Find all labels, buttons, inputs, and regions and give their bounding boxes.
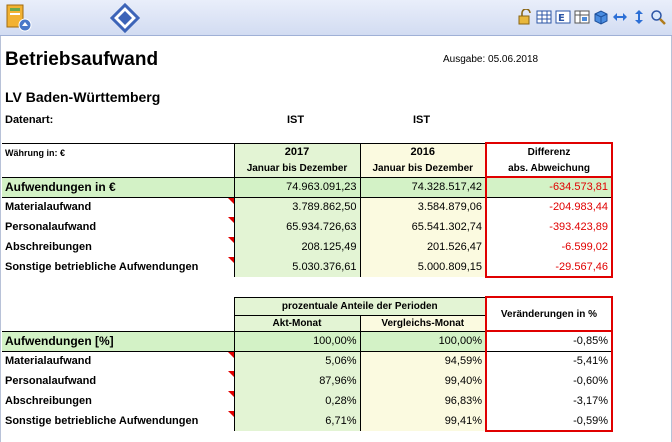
value-akt: 5,06% xyxy=(233,351,360,371)
value-change: -5,41% xyxy=(485,351,613,371)
toolbar: E xyxy=(0,0,672,36)
horizontal-arrows-icon[interactable] xyxy=(612,9,628,25)
row-label: Sonstige betriebliche Aufwendungen xyxy=(2,257,234,277)
value-change: -0,60% xyxy=(485,371,613,391)
row-label: Abschreibungen xyxy=(2,237,234,257)
value-diff: -29.567,46 xyxy=(485,257,613,278)
row-label: Personalaufwand xyxy=(2,371,234,391)
report-subtitle: LV Baden-Württemberg xyxy=(5,89,161,105)
col-akt: Akt-Monat xyxy=(233,314,360,332)
svg-text:E: E xyxy=(558,13,565,24)
value-2016: 3.584.879,06 xyxy=(359,197,486,217)
value-vergleich: 96,83% xyxy=(359,391,486,411)
col-vergleich: Vergleichs-Monat xyxy=(359,314,486,332)
value-2017: 3.789.862,50 xyxy=(233,197,360,217)
table-row: Abschreibungen 0,28% 96,83% -3,17% xyxy=(2,391,613,411)
nav-diamond-icon[interactable] xyxy=(110,3,140,33)
row-label: Aufwendungen [%] xyxy=(2,331,234,352)
value-2017: 5.030.376,61 xyxy=(233,257,360,277)
table-grid-icon[interactable] xyxy=(536,9,552,25)
col-diff-sub: abs. Abweichung xyxy=(485,161,613,178)
value-diff: -204.983,44 xyxy=(485,197,613,217)
col-2017-period: Januar bis Dezember xyxy=(233,161,360,177)
row-label: Aufwendungen in € xyxy=(2,176,234,198)
datenart-label: Datenart: xyxy=(5,114,54,126)
row-label: Materialaufwand xyxy=(2,197,234,217)
value-2017: 74.963.091,23 xyxy=(233,176,360,198)
group-header: prozentuale Anteile der Perioden xyxy=(233,296,487,315)
zoom-icon[interactable] xyxy=(650,9,666,25)
row-label: Abschreibungen xyxy=(2,391,234,411)
page-title: Betriebsaufwand xyxy=(5,49,159,70)
value-change: -0,59% xyxy=(485,411,613,432)
row-label: Materialaufwand xyxy=(2,351,234,371)
column-text-icon[interactable]: E xyxy=(555,9,571,25)
value-2016: 74.328.517,42 xyxy=(359,176,486,198)
row-label: Sonstige betriebliche Aufwendungen xyxy=(2,411,234,431)
row-label: Personalaufwand xyxy=(2,217,234,237)
table-row: Abschreibungen 208.125,49 201.526,47 -6.… xyxy=(2,237,613,257)
ist-2016-label: IST xyxy=(413,114,431,126)
value-2016: 5.000.809,15 xyxy=(359,257,486,277)
value-diff: -393.423,89 xyxy=(485,217,613,237)
app-document-icon[interactable] xyxy=(4,3,32,33)
value-vergleich: 100,00% xyxy=(359,331,486,352)
table-row-total: Aufwendungen in € 74.963.091,23 74.328.5… xyxy=(2,176,613,198)
value-akt: 6,71% xyxy=(233,411,360,431)
table-row: Sonstige betriebliche Aufwendungen 5.030… xyxy=(2,257,613,278)
col-change: Veränderungen in % xyxy=(485,296,613,331)
col-2016-period: Januar bis Dezember xyxy=(359,161,486,177)
value-vergleich: 99,40% xyxy=(359,371,486,391)
col-2016-year: 2016 xyxy=(359,142,486,161)
betriebsaufwand-table: Währung in: € 2017 2016 Differenz Januar… xyxy=(2,142,613,278)
table-row: Personalaufwand 65.934.726,63 65.541.302… xyxy=(2,217,613,237)
ausgabe-date: Ausgabe: 05.06.2018 xyxy=(443,54,539,65)
table-row: Materialaufwand 3.789.862,50 3.584.879,0… xyxy=(2,197,613,217)
cube-icon[interactable] xyxy=(593,9,609,25)
value-change: -3,17% xyxy=(485,391,613,411)
value-vergleich: 94,59% xyxy=(359,351,486,371)
value-akt: 87,96% xyxy=(233,371,360,391)
value-akt: 0,28% xyxy=(233,391,360,411)
value-2016: 65.541.302,74 xyxy=(359,217,486,237)
col-2017-year: 2017 xyxy=(233,142,360,161)
table-row-total: Aufwendungen [%] 100,00% 100,00% -0,85% xyxy=(2,330,613,352)
prozent-table: prozentuale Anteile der Perioden Verände… xyxy=(2,296,613,432)
value-change: -0,85% xyxy=(485,330,613,352)
ist-2017-label: IST xyxy=(287,114,305,126)
currency-label: Währung in: € xyxy=(2,142,234,177)
table-row: Materialaufwand 5,06% 94,59% -5,41% xyxy=(2,351,613,371)
col-diff-title: Differenz xyxy=(485,142,613,161)
value-diff: -6.599,02 xyxy=(485,237,613,257)
value-akt: 100,00% xyxy=(233,331,360,352)
value-vergleich: 99,41% xyxy=(359,411,486,431)
vertical-arrows-icon[interactable] xyxy=(631,9,647,25)
table-row: Personalaufwand 87,96% 99,40% -0,60% xyxy=(2,371,613,391)
table-row: Sonstige betriebliche Aufwendungen 6,71%… xyxy=(2,411,613,432)
table-options-icon[interactable] xyxy=(574,9,590,25)
value-2017: 65.934.726,63 xyxy=(233,217,360,237)
value-2017: 208.125,49 xyxy=(233,237,360,257)
value-diff: -634.573,81 xyxy=(485,176,613,198)
value-2016: 201.526,47 xyxy=(359,237,486,257)
lock-icon[interactable] xyxy=(517,8,533,25)
